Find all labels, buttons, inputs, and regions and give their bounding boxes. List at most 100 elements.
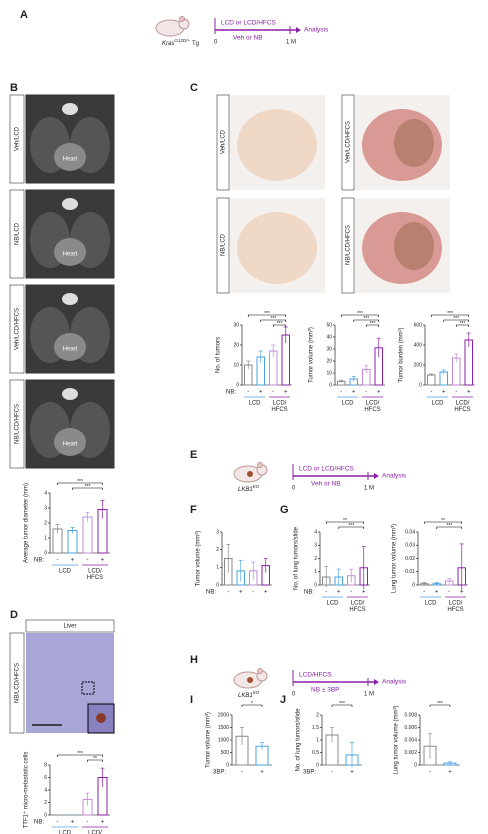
sig-label: ***: [363, 316, 369, 322]
panel-label: D: [10, 609, 18, 621]
bar: [452, 357, 461, 386]
category-label: +: [239, 590, 243, 596]
category-label: +: [362, 590, 366, 596]
bar: [82, 516, 93, 554]
y-tick-label: 10: [326, 370, 332, 376]
sig-bracket: [436, 526, 463, 529]
category-label: -: [429, 770, 431, 776]
category-label: +: [264, 590, 268, 596]
sig-label: ***: [447, 311, 453, 317]
sig-label: ***: [453, 316, 459, 322]
sig-bracket: [429, 704, 451, 707]
heart: [54, 428, 86, 456]
category-label: -: [448, 590, 450, 596]
y-tick-label: 0.02: [405, 556, 415, 562]
sig-bracket: [260, 319, 287, 322]
side-label-box: [9, 632, 25, 734]
treatment-label: NB:: [304, 590, 314, 596]
y-tick-label: 0: [226, 762, 229, 768]
y-tick-label: 20: [326, 358, 332, 364]
y-tick-label: 8: [44, 762, 47, 768]
panel-label: E: [190, 449, 197, 461]
y-axis-label: Tumor burden (mm²): [399, 327, 405, 382]
category-label: +: [460, 590, 464, 596]
y-tick-label: 0: [216, 582, 219, 588]
category-label: +: [352, 390, 356, 396]
y-tick-label: 40: [326, 334, 332, 340]
side-label-box: [216, 197, 230, 294]
y-tick-label: 4: [44, 490, 47, 496]
sig-label: ***: [277, 321, 283, 327]
category-label: -: [350, 590, 352, 596]
y-tick-label: 0.01: [405, 569, 415, 575]
sig-label: ***: [370, 321, 376, 327]
category-label: -: [252, 590, 254, 596]
group-label: LCD/: [351, 601, 365, 607]
treatment-label: 3BP:: [213, 770, 226, 776]
category-label: -: [331, 770, 333, 776]
bar: [427, 374, 436, 386]
y-tick-label: 1500: [218, 725, 229, 731]
lobe: [394, 222, 434, 270]
sig-bracket: [57, 754, 103, 757]
y-tick-label: 2: [44, 520, 47, 526]
y-axis-label: Lung tumor volume (mm³): [394, 705, 400, 774]
lung-photo: [237, 212, 317, 284]
category-label: -: [87, 558, 89, 564]
y-tick-label: 50: [326, 322, 332, 328]
sig-bracket: [338, 526, 365, 529]
start: 0: [292, 486, 296, 492]
y-tick-label: 0.004: [404, 737, 417, 743]
sig-bracket: [87, 759, 103, 762]
y-tick-label: 4: [314, 529, 317, 535]
category-label: -: [423, 590, 425, 596]
y-tick-label: 0: [414, 762, 417, 768]
group-label: HFCS: [454, 407, 470, 413]
y-tick-label: 0.008: [404, 712, 417, 718]
spine: [62, 293, 78, 305]
endpoint: Analysis: [382, 679, 407, 686]
sig-label: ***: [357, 311, 363, 317]
sig-bracket: [340, 314, 380, 317]
category-label: -: [87, 820, 89, 826]
category-label: +: [337, 590, 341, 596]
category-label: -: [340, 390, 342, 396]
y-tick-label: 0.5: [312, 750, 319, 756]
group-label: LCD/: [273, 401, 287, 407]
category-label: +: [350, 770, 354, 776]
ct-label: Veh/LCD: [15, 126, 21, 151]
panel-label: I: [190, 694, 193, 706]
group-label: HFCS: [87, 575, 103, 581]
treatment: NB ± 3BP: [311, 687, 340, 694]
sig-bracket: [72, 487, 103, 490]
diet: LCD or LCD/HFCS: [299, 466, 355, 473]
y-tick-label: 0: [412, 582, 415, 588]
ct-label: NB/LCD/HFCS: [15, 404, 21, 444]
photo-label: Veh/LCD/HFCS: [346, 121, 352, 163]
end: 1 M: [364, 692, 374, 698]
side-label-box: [341, 94, 355, 191]
photo-label: NB/LCD/HFCS: [346, 225, 352, 265]
category-label: -: [325, 590, 327, 596]
category-label: +: [435, 590, 439, 596]
treatment: Veh or NB: [233, 35, 263, 42]
histology-header: Liver: [63, 624, 76, 630]
arrow: [374, 679, 379, 685]
y-tick-label: 2000: [218, 712, 229, 718]
lung-photo: [237, 109, 317, 181]
category-label: -: [272, 390, 274, 396]
y-tick-label: 1: [314, 569, 317, 575]
category-label: +: [284, 390, 288, 396]
sig-label: ***: [446, 523, 452, 529]
group-label: HFCS: [349, 607, 365, 613]
y-tick-label: 2: [314, 556, 317, 562]
end: 1 M: [364, 486, 374, 492]
arrow: [374, 473, 379, 479]
y-tick-label: 0: [329, 382, 332, 388]
y-tick-label: 0: [316, 762, 319, 768]
sig-bracket: [247, 314, 287, 317]
y-tick-label: 200: [414, 362, 423, 368]
endpoint: Analysis: [382, 473, 407, 480]
mouse-ear: [257, 668, 263, 674]
